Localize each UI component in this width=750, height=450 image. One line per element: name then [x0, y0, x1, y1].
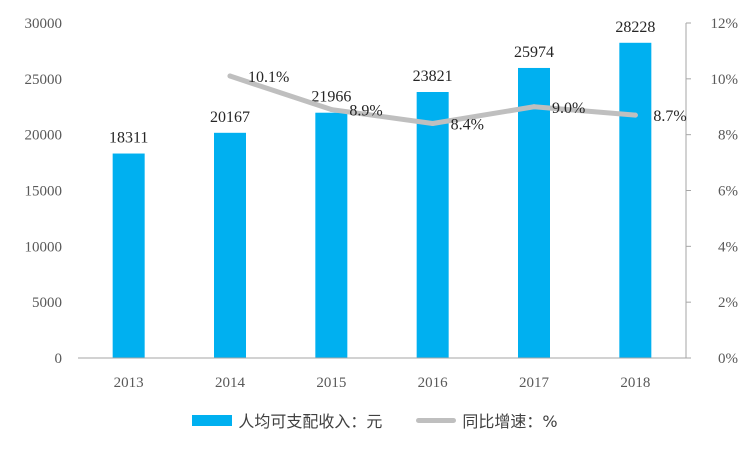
x-tick-label: 2016	[418, 375, 449, 391]
growth-value-label: 8.7%	[653, 108, 686, 125]
legend-growth-label: 同比增速：%	[462, 412, 558, 431]
bar-2018	[619, 42, 652, 359]
x-tick-label: 2013	[114, 375, 144, 391]
y-left-axis-ticks: 0 5000 10000 15000 20000 25000 30000	[25, 16, 63, 367]
y-left-tick-label: 20000	[25, 128, 63, 144]
bar-value-label: 20167	[210, 109, 250, 126]
growth-line-series	[227, 73, 638, 126]
bar-2014	[214, 132, 246, 358]
x-tick-label: 2015	[316, 375, 346, 391]
legend: 人均可支配收入：元 同比增速：%	[0, 408, 750, 432]
x-axis-ticks: 2013 2014 2015 2016 2017 2018	[114, 375, 651, 391]
y-right-tick-label: 12%	[711, 16, 739, 32]
bar-2015	[315, 112, 348, 358]
bar-value-label: 18311	[109, 130, 148, 147]
growth-value-label: 8.4%	[451, 117, 484, 134]
legend-bar-swatch	[192, 414, 233, 426]
legend-income-label: 人均可支配收入：元	[238, 412, 383, 431]
y-left-tick-label: 25000	[25, 72, 63, 88]
growth-point	[430, 121, 436, 126]
y-left-tick-label: 10000	[25, 239, 63, 255]
growth-point	[632, 112, 638, 118]
growth-point	[531, 104, 537, 110]
growth-data-labels: 10.1% 8.9% 8.4% 9.0% 8.7%	[248, 69, 687, 133]
y-right-tick-label: 8%	[718, 128, 738, 144]
x-tick-label: 2014	[215, 375, 246, 391]
bar-series	[112, 42, 652, 359]
growth-point	[227, 73, 233, 79]
y-right-tick-label: 4%	[718, 239, 738, 255]
legend-item-income: 人均可支配收入：元	[192, 408, 382, 432]
x-tick-label: 2018	[620, 375, 650, 391]
x-tick-label: 2017	[519, 375, 550, 391]
bar-value-label: 25974	[514, 44, 554, 61]
y-left-tick-label: 30000	[25, 16, 63, 32]
y-right-tick-label: 6%	[718, 184, 738, 200]
legend-line-swatch	[416, 417, 457, 423]
growth-value-label: 9.0%	[552, 100, 585, 117]
bar-data-labels: 18311 20167 21966 23821 25974 28228	[109, 19, 655, 147]
y-left-tick-label: 15000	[25, 184, 63, 200]
bar-2016	[416, 91, 449, 358]
bar-value-label: 23821	[413, 68, 453, 85]
growth-value-label: 10.1%	[248, 69, 289, 86]
growth-point	[328, 107, 334, 113]
y-right-tick-label: 2%	[718, 295, 738, 311]
bar-2013	[112, 153, 145, 358]
bar-2017	[518, 67, 550, 358]
y-left-tick-label: 0	[55, 351, 63, 367]
y-right-axis-ticks: 0% 2% 4% 6% 8% 10% 12%	[686, 16, 738, 367]
growth-value-label: 8.9%	[349, 103, 382, 120]
y-left-tick-label: 5000	[32, 295, 62, 311]
bar-value-label: 21966	[311, 89, 351, 106]
legend-item-growth: 同比增速：%	[416, 408, 558, 432]
y-right-tick-label: 0%	[718, 351, 738, 367]
bar-value-label: 28228	[615, 19, 655, 36]
y-right-tick-label: 10%	[711, 72, 739, 88]
